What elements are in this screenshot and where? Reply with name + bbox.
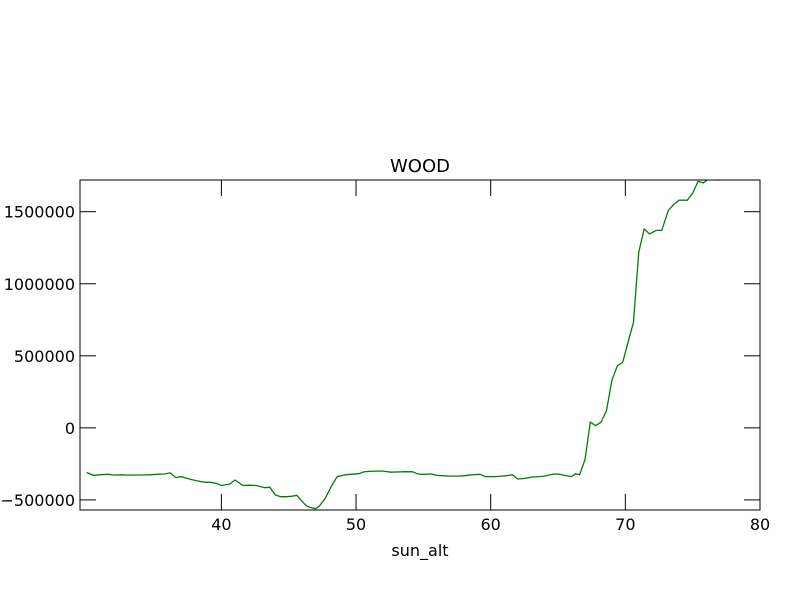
x-axis-label: sun_alt (391, 541, 448, 561)
x-tick-label: 50 (346, 515, 366, 534)
x-tick-label: 40 (211, 515, 231, 534)
y-tick-label: 1500000 (4, 203, 75, 222)
x-tick-label: 70 (615, 515, 635, 534)
y-tick-label: −500000 (1, 491, 75, 510)
ticks-layer: 40 50 60 70 80 −500000 0 500000 1000000 1500000 (1, 180, 770, 534)
series-layer (86, 180, 720, 510)
x-tick-label: 60 (481, 515, 501, 534)
series-line-0 (86, 180, 720, 510)
x-tick-label: 80 (750, 515, 770, 534)
y-tick-label: 1000000 (4, 275, 75, 294)
plot-frame (79, 179, 761, 511)
chart-title: WOOD (390, 156, 450, 177)
y-tick-label: 0 (65, 419, 75, 438)
y-tick-label: 500000 (14, 347, 75, 366)
